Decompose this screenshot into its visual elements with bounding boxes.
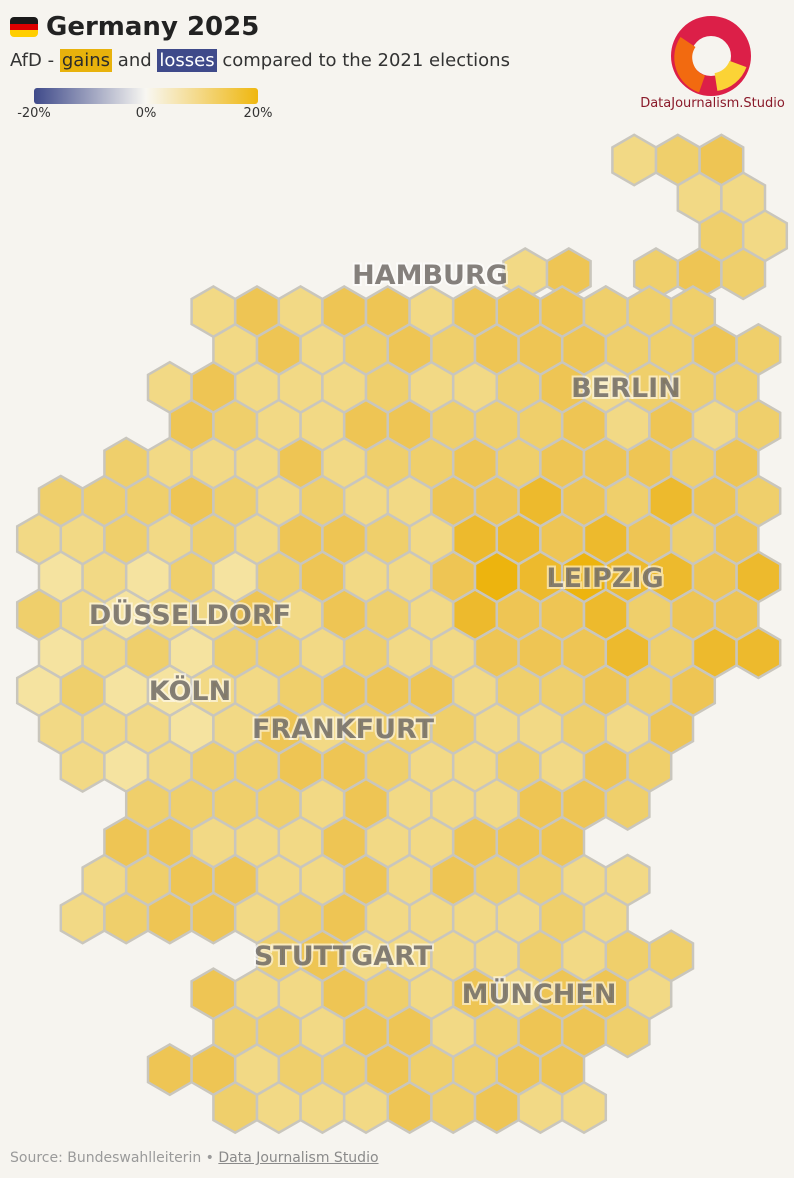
hex-tile [560,1080,608,1135]
gains-highlight: gains [59,49,113,72]
datajournalism-logo[interactable]: DataJournalism.Studio [640,12,785,117]
hex-tile [255,1080,302,1135]
hex-tile [146,891,193,945]
city-labels: HAMBURG BERLIN LEIPZIG DÜSSELDORF KÖLN F… [87,258,683,1012]
hex-tile [59,739,106,794]
color-legend: -20% 0% 20% [17,88,272,122]
hex-tile [430,1080,477,1135]
hex-tile [103,891,150,945]
header: Germany 2025 AfD - gains and losses comp… [10,10,510,72]
subtitle-prefix: AfD - [10,50,60,71]
page-title: Germany 2025 [46,12,260,42]
hex-tile [517,1080,564,1135]
hex-tiles [15,133,789,1135]
hex-tile [212,1080,259,1135]
source-text: Source: Bundeswahlleiterin • [10,1150,219,1166]
hex-tile [190,891,237,945]
hex-tile [59,891,106,945]
hex-tile [735,626,782,680]
city-label-stuttgart: STUTTGART [254,941,433,972]
city-label-frankfurt: FRANKFURT [252,714,435,745]
hex-tile [146,1042,193,1097]
logo-text: DataJournalism.Studio [640,96,785,111]
city-label-muenchen: MÜNCHEN [462,977,617,1010]
footer: Source: Bundeswahlleiterin • Data Journa… [10,1150,379,1166]
city-label-berlin: BERLIN [571,373,681,404]
hex-tile [604,777,651,831]
legend-min-label: -20% [17,106,51,121]
legend-max-label: 20% [243,106,273,121]
subtitle-and: and [112,50,158,71]
hex-tile [473,1080,520,1135]
source-link[interactable]: Data Journalism Studio [218,1150,379,1166]
hex-tile [299,1080,346,1135]
city-label-leipzig: LEIPZIG [546,563,663,594]
hex-tile [611,133,658,187]
subtitle-suffix: compared to the 2021 elections [216,50,510,71]
hex-tile [386,1080,433,1135]
subtitle: AfD - gains and losses compared to the 2… [10,49,510,72]
legend-mid-label: 0% [135,106,157,121]
hex-tile [604,1005,651,1059]
losses-highlight: losses [157,49,217,72]
hex-tile [342,1080,390,1135]
city-label-duesseldorf: DÜSSELDORF [89,598,291,631]
city-label-koeln: KÖLN [149,674,231,707]
hex-tile [720,247,767,301]
logo-ring-icon [671,16,751,96]
german-flag-icon [10,17,38,37]
city-label-hamburg: HAMBURG [352,260,508,291]
legend-gradient-bar [34,88,258,104]
